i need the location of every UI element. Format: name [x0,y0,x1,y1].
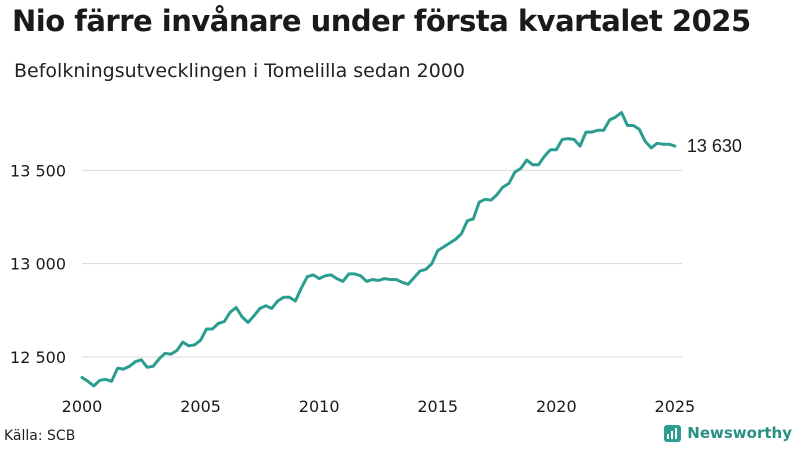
brand: Newsworthy [664,424,792,442]
x-axis-ticks: 2000 2005 2010 2015 2020 2025 [62,397,696,416]
gridlines [82,169,682,358]
chart-title: Nio färre invånare under första kvartale… [12,4,751,38]
y-tick-label: 13 000 [10,255,66,274]
x-tick-label: 2010 [299,397,340,416]
brand-name: Newsworthy [687,424,792,442]
newsworthy-logo-icon [664,424,682,442]
x-tick-label: 2000 [62,397,103,416]
y-tick-label: 12 500 [10,348,66,367]
series-line [80,111,677,388]
end-value-label: 13 630 [687,136,742,156]
y-tick-label: 13 500 [10,161,66,180]
x-tick-label: 2015 [417,397,458,416]
x-tick-label: 2005 [180,397,221,416]
source-note: Källa: SCB [4,428,76,444]
y-axis-ticks: 12 500 13 000 13 500 [10,161,66,367]
chart-subtitle: Befolkningsutvecklingen i Tomelilla seda… [14,60,465,82]
x-tick-label: 2020 [536,397,577,416]
x-tick-label: 2025 [655,397,696,416]
